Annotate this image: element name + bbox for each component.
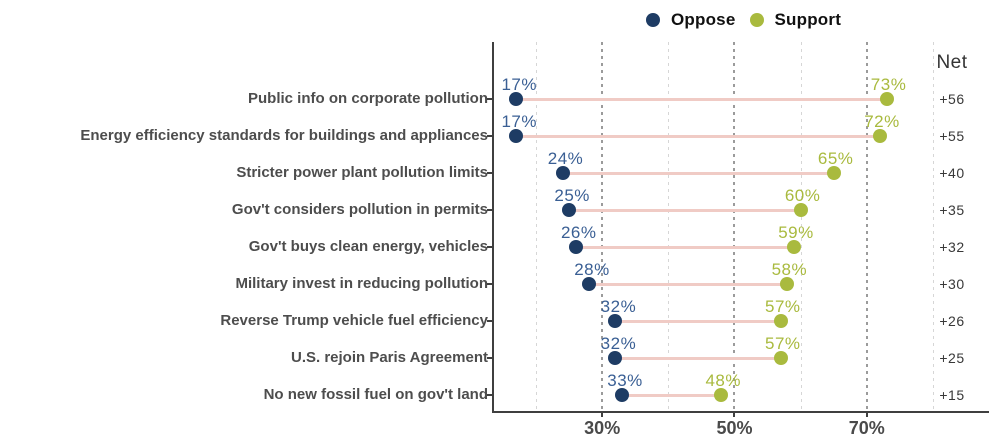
category-axis-tick	[487, 209, 494, 211]
oppose-dot	[615, 388, 630, 402]
legend-item-support: Support	[749, 10, 842, 30]
oppose-dot	[509, 92, 524, 106]
oppose-value-label: 17%	[501, 75, 537, 94]
legend-label: Oppose	[671, 10, 736, 29]
category-axis-tick	[487, 135, 494, 137]
category-label: Gov't considers pollution in permits	[231, 201, 488, 218]
support-value-label: 58%	[771, 260, 808, 279]
oppose-value-label: 25%	[554, 186, 590, 205]
support-value-label: 48%	[705, 371, 741, 390]
category-axis-tick	[487, 394, 494, 396]
connector-line	[615, 356, 781, 360]
connector-line	[569, 208, 801, 212]
oppose-value-label: 17%	[501, 112, 537, 131]
category-axis-tick	[487, 172, 494, 174]
connector-line	[588, 282, 788, 286]
support-value-label: 59%	[778, 223, 814, 242]
connector-line	[562, 171, 834, 175]
oppose-value-label: 24%	[547, 149, 584, 168]
net-value: +55	[939, 128, 965, 144]
oppose-value-label: 32%	[600, 297, 637, 316]
legend-label: Support	[774, 10, 842, 29]
oppose-dot	[562, 203, 577, 217]
gridline-minor-20	[536, 42, 538, 411]
category-label: Energy efficiency standards for building…	[80, 127, 488, 144]
gridline-minor-80	[932, 42, 934, 411]
chart-legend: Oppose Support	[646, 10, 841, 30]
oppose-dot	[555, 166, 570, 180]
plot-area: 30% 50% 70% 17% 73% 17% 72% 24% 65% 25% 60% 26% 59% 2…	[487, 42, 989, 438]
category-label: Gov't buys clean energy, vehicles	[248, 238, 488, 255]
category-label: No new fossil fuel on gov't land	[263, 386, 488, 403]
support-dot	[780, 277, 795, 291]
x-axis-tick-label: 30%	[584, 418, 621, 438]
x-axis-tick-50	[733, 411, 736, 417]
support-value-label: 73%	[870, 75, 907, 94]
support-value-label: 65%	[817, 149, 854, 168]
x-axis-tick-label: 50%	[716, 418, 753, 438]
category-label: Reverse Trump vehicle fuel efficiency	[220, 312, 488, 329]
connector-line	[622, 393, 722, 397]
legend-support-dot-icon	[749, 13, 764, 27]
support-dot	[773, 351, 788, 365]
support-dot	[879, 92, 894, 106]
net-value: +15	[939, 387, 965, 403]
category-label: U.S. rejoin Paris Agreement	[290, 349, 488, 366]
gridline-major-30	[601, 42, 604, 411]
net-value: +35	[939, 202, 965, 218]
category-axis-tick	[487, 283, 494, 285]
support-dot	[786, 240, 801, 254]
oppose-value-label: 28%	[574, 260, 610, 279]
net-column-header: Net	[936, 52, 968, 73]
net-value: +56	[939, 91, 965, 107]
connector-line	[615, 319, 781, 323]
net-value: +25	[939, 350, 965, 366]
category-axis-tick	[487, 320, 494, 322]
connector-line	[516, 97, 887, 101]
support-dot	[793, 203, 808, 217]
support-dot	[872, 129, 887, 143]
oppose-dot	[568, 240, 583, 254]
support-value-label: 72%	[864, 112, 900, 131]
support-dot	[773, 314, 788, 328]
oppose-dot	[608, 314, 623, 328]
support-dot	[826, 166, 841, 180]
legend-item-oppose: Oppose	[646, 10, 736, 30]
support-dot	[714, 388, 729, 402]
category-axis-tick	[487, 98, 494, 100]
gridline-major-50	[733, 42, 736, 411]
net-value: +32	[939, 239, 965, 255]
gridline-minor-60	[800, 42, 802, 411]
oppose-value-label: 33%	[607, 371, 643, 390]
oppose-value-label: 26%	[560, 223, 597, 242]
category-label: Military invest in reducing pollution	[235, 275, 488, 292]
connector-line	[575, 245, 794, 249]
support-value-label: 57%	[764, 334, 801, 353]
oppose-dot	[608, 351, 623, 365]
category-label: Public info on corporate pollution	[248, 90, 488, 107]
net-value: +40	[939, 165, 965, 181]
net-value: +30	[939, 276, 965, 292]
connector-line	[516, 134, 880, 138]
gridline-major-70	[865, 42, 868, 411]
support-value-label: 57%	[764, 297, 801, 316]
x-axis-tick-label: 70%	[848, 418, 885, 438]
oppose-dot	[509, 129, 524, 143]
gridline-minor-40	[668, 42, 670, 411]
x-axis-tick-70	[865, 411, 868, 417]
support-value-label: 60%	[784, 186, 821, 205]
oppose-dot	[581, 277, 596, 291]
x-axis-tick-30	[601, 411, 604, 417]
category-axis-tick	[487, 357, 494, 359]
category-label: Stricter power plant pollution limits	[236, 164, 488, 181]
net-value: +26	[939, 313, 965, 329]
legend-oppose-dot-icon	[646, 13, 660, 27]
category-axis-tick	[487, 246, 494, 248]
oppose-value-label: 32%	[600, 334, 637, 353]
